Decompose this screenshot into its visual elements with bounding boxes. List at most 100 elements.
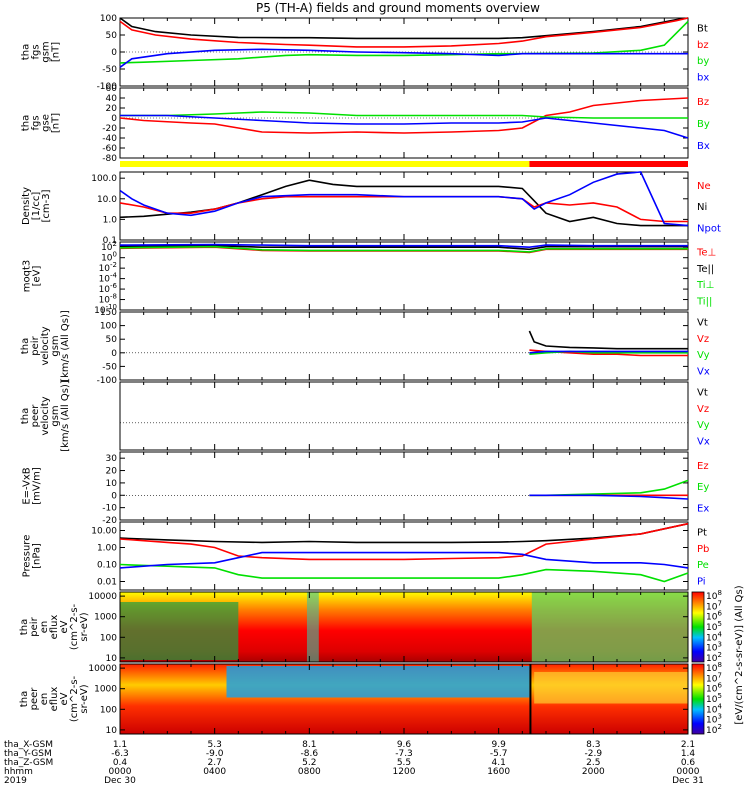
colorbar-tick-label: 107 xyxy=(706,599,722,612)
y-tick-label: 0.10 xyxy=(97,561,117,571)
y-axis-label: moqt3[eV] xyxy=(22,260,43,293)
x-row-value: 0400 xyxy=(203,767,226,777)
y-tick-label: 10-10 xyxy=(94,303,117,316)
series-By xyxy=(120,111,688,119)
legend-Pb: Pb xyxy=(697,544,709,555)
x-row-value: 0000 xyxy=(109,767,132,777)
legend-Vt: Vt xyxy=(697,388,708,399)
x-row-value: -9.0 xyxy=(206,749,224,759)
y-tick-label: -20 xyxy=(102,124,117,134)
legend-Ni: Ni xyxy=(697,202,707,213)
x-row-value: -7.3 xyxy=(395,749,413,759)
series-Ni xyxy=(119,179,688,227)
colorbar-tick-label: 102 xyxy=(706,723,722,736)
legend-Vy: Vy xyxy=(697,420,710,431)
legend-by: by xyxy=(697,56,709,67)
y-tick-label: 100 xyxy=(100,14,117,24)
y-tick-label: 0 xyxy=(111,491,117,501)
y-tick-label: 100 xyxy=(100,322,117,332)
x-row-value: 4.1 xyxy=(492,758,506,768)
y-tick-label: -20 xyxy=(102,516,117,526)
x-row-value: 1.4 xyxy=(681,749,696,759)
x-row-value: 2.7 xyxy=(208,758,222,768)
x-row-label: hhmm xyxy=(4,767,33,777)
legend-Vz: Vz xyxy=(697,404,709,415)
series-Pi xyxy=(119,551,689,569)
colorbar-tick-label: 106 xyxy=(706,610,722,623)
series-Pb xyxy=(119,522,689,561)
panel-peer-eflux: 10000 1000 100 10 thapeerenefluxeV(cm^2-s-sr… xyxy=(19,663,689,736)
legend-Pt: Pt xyxy=(697,528,707,539)
x-row-value: 5.2 xyxy=(302,758,316,768)
y-tick-label: 1.00 xyxy=(97,544,117,554)
panel-frame xyxy=(119,171,689,241)
panel-density: 100.0 10.0 1.0 0.1 Density[1/cc][cm-3] Ne Ni Np… xyxy=(21,171,721,246)
colorbar-tick-label: 104 xyxy=(706,702,722,715)
y-tick-label: 10.00 xyxy=(91,527,117,537)
legend-Ne: Ne xyxy=(697,181,711,192)
x-row-value: -2.9 xyxy=(585,749,603,759)
y-tick-label: 0 xyxy=(111,349,117,359)
y-tick-label: 10000 xyxy=(88,592,117,602)
y-axis-label: E=-VxB[mV/m] xyxy=(22,467,43,505)
spectrogram-region xyxy=(534,672,688,704)
y-tick-label: 100 xyxy=(100,633,117,643)
legend-Vx: Vx xyxy=(697,366,710,377)
y-tick-label: 20 xyxy=(106,467,118,477)
legend-Bt: Bt xyxy=(697,24,708,35)
mode-bar-red xyxy=(529,161,688,167)
x-row-value: -6.3 xyxy=(111,749,129,759)
x-row-value: -5.7 xyxy=(490,749,508,759)
legend-Vx: Vx xyxy=(697,436,710,447)
y-tick-label: 10-2 xyxy=(99,261,117,274)
y-tick-label: 10-8 xyxy=(99,293,117,306)
y-tick-label: -60 xyxy=(102,144,117,154)
x-date-start: Dec 30 xyxy=(104,776,136,786)
legend-Npot: Npot xyxy=(697,223,721,234)
spectrogram-region xyxy=(306,592,319,662)
series-bz xyxy=(119,17,689,48)
y-tick-label: -50 xyxy=(102,362,117,372)
y-axis-label: thapeervelocitygsm[km/s (All Qs)] xyxy=(20,380,71,452)
legend-Ex: Ex xyxy=(697,503,709,514)
x-year: 2019 xyxy=(4,776,27,786)
y-axis-label: thafgsgse[nT] xyxy=(21,113,62,133)
x-row-value: 0.6 xyxy=(681,758,696,768)
y-tick-label: -50 xyxy=(102,65,117,75)
colorbar-tick-label: 103 xyxy=(706,713,722,726)
x-row-value: -8.6 xyxy=(301,749,319,759)
x-row-value: 2.1 xyxy=(681,740,695,750)
figure-title: P5 (TH-A) fields and ground moments over… xyxy=(256,1,540,15)
panels-group: 100500-50-100thafgsgsm[nT]Btbzbybx604020… xyxy=(19,14,721,736)
y-tick-label: -100 xyxy=(97,82,118,92)
colorbar-tick-label: 107 xyxy=(706,671,722,684)
legend-Pi: Pi xyxy=(697,576,706,587)
y-tick-label: 10-4 xyxy=(99,272,118,285)
y-tick-label: 0.01 xyxy=(97,578,117,588)
y-tick-label: 0 xyxy=(111,114,117,124)
legend-Bz: Bz xyxy=(697,97,709,108)
series-Pe xyxy=(119,563,689,583)
y-tick-label: 1000 xyxy=(94,685,117,695)
y-axis-label: Density[1/cc][cm-3] xyxy=(21,187,52,225)
y-tick-label: 100 xyxy=(100,705,117,715)
y-tick-label: 10-6 xyxy=(99,282,118,295)
x-date-end: Dec 31 xyxy=(672,776,704,786)
y-tick-label: -40 xyxy=(102,134,117,144)
y-tick-label: 100 xyxy=(101,251,117,264)
y-tick-label: 50 xyxy=(106,31,118,41)
series-Ti|| xyxy=(119,245,688,253)
panel-peir-velocity: 150 100 50 0 -50 -100 thapeirvelocitygsm[km/s … xyxy=(20,308,710,386)
colorbar-tick-label: 105 xyxy=(706,620,722,633)
panel-frame xyxy=(119,451,689,521)
spectrogram-region xyxy=(226,666,530,698)
legend-Te⊥: Te⊥ xyxy=(696,248,716,259)
x-row-value: 0.4 xyxy=(113,758,128,768)
y-axis-label: thapeirvelocitygsm[km/s (All Qs)] xyxy=(20,310,71,382)
series-Te|| xyxy=(119,244,688,251)
mode-bar xyxy=(120,161,688,167)
x-row-value: 2000 xyxy=(582,767,605,777)
x-row-value: 0800 xyxy=(298,767,321,777)
colorbar-tick-label: 108 xyxy=(706,589,722,602)
